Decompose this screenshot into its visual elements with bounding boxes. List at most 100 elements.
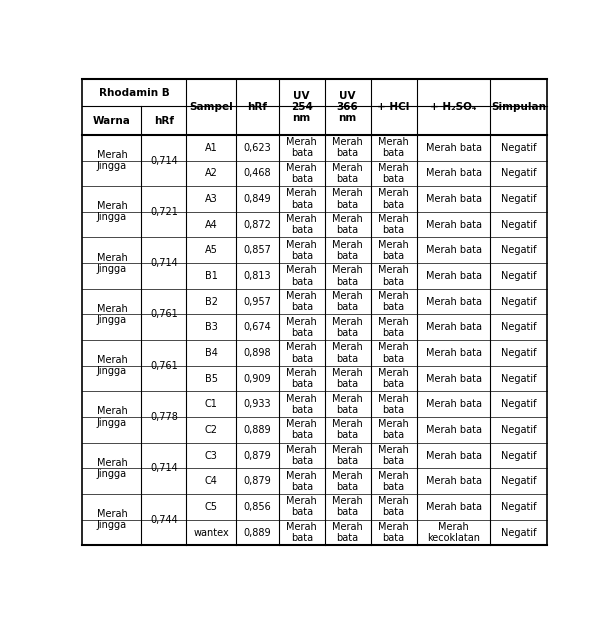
Text: Merah
bata: Merah bata <box>378 471 409 492</box>
Text: Merah bata: Merah bata <box>426 450 481 460</box>
Text: Merah
bata: Merah bata <box>286 239 317 261</box>
Text: Merah bata: Merah bata <box>426 399 481 409</box>
Text: 0,849: 0,849 <box>244 194 271 204</box>
Text: Merah bata: Merah bata <box>426 271 481 281</box>
Text: Negatif: Negatif <box>501 271 537 281</box>
Text: Negatif: Negatif <box>501 528 537 537</box>
Text: B4: B4 <box>205 348 218 358</box>
Text: Merah
bata: Merah bata <box>286 342 317 363</box>
Text: Negatif: Negatif <box>501 194 537 204</box>
Text: Merah
Jingga: Merah Jingga <box>96 355 127 376</box>
Text: Merah bata: Merah bata <box>426 168 481 178</box>
Text: Merah
Jingga: Merah Jingga <box>96 150 127 171</box>
Text: Merah
bata: Merah bata <box>286 420 317 441</box>
Text: Merah
bata: Merah bata <box>332 496 363 518</box>
Text: Merah
bata: Merah bata <box>286 368 317 389</box>
Text: 0,909: 0,909 <box>244 373 271 384</box>
Text: 0,872: 0,872 <box>244 220 271 230</box>
Text: Merah
bata: Merah bata <box>378 188 409 210</box>
Text: UV
254
nm: UV 254 nm <box>291 91 313 123</box>
Text: Merah
Jingga: Merah Jingga <box>96 458 127 479</box>
Text: 0,898: 0,898 <box>244 348 271 358</box>
Text: Merah
Jingga: Merah Jingga <box>96 304 127 325</box>
Text: Merah
Jingga: Merah Jingga <box>96 509 127 530</box>
Text: Merah
bata: Merah bata <box>378 163 409 184</box>
Text: Merah
bata: Merah bata <box>332 445 363 466</box>
Text: Negatif: Negatif <box>501 168 537 178</box>
Text: Merah
bata: Merah bata <box>378 239 409 261</box>
Text: 0,721: 0,721 <box>150 207 178 217</box>
Text: Negatif: Negatif <box>501 450 537 460</box>
Text: B1: B1 <box>205 271 218 281</box>
Text: wantex: wantex <box>193 528 229 537</box>
Text: Negatif: Negatif <box>501 476 537 486</box>
Text: Negatif: Negatif <box>501 425 537 435</box>
Text: 0,857: 0,857 <box>244 246 271 255</box>
Text: 0,714: 0,714 <box>150 155 177 165</box>
Text: hRf: hRf <box>247 102 268 112</box>
Text: Negatif: Negatif <box>501 502 537 512</box>
Text: Merah
bata: Merah bata <box>286 394 317 415</box>
Text: Negatif: Negatif <box>501 399 537 409</box>
Text: Negatif: Negatif <box>501 322 537 333</box>
Text: Merah
bata: Merah bata <box>378 496 409 518</box>
Text: Rhodamin B: Rhodamin B <box>99 88 170 97</box>
Text: Negatif: Negatif <box>501 373 537 384</box>
Text: Merah
bata: Merah bata <box>286 137 317 159</box>
Text: Merah
bata: Merah bata <box>378 522 409 543</box>
Text: Merah bata: Merah bata <box>426 425 481 435</box>
Text: 0,761: 0,761 <box>150 310 177 320</box>
Text: Merah
bata: Merah bata <box>332 188 363 210</box>
Text: Negatif: Negatif <box>501 246 537 255</box>
Text: Merah bata: Merah bata <box>426 502 481 512</box>
Text: 0,674: 0,674 <box>244 322 271 333</box>
Text: Merah bata: Merah bata <box>426 297 481 307</box>
Text: A5: A5 <box>205 246 218 255</box>
Text: + HCl: + HCl <box>378 102 410 112</box>
Text: A1: A1 <box>205 143 218 152</box>
Text: 0,744: 0,744 <box>150 515 177 524</box>
Text: Sampel: Sampel <box>190 102 233 112</box>
Text: 0,889: 0,889 <box>244 425 271 435</box>
Text: Merah bata: Merah bata <box>426 322 481 333</box>
Text: Merah
bata: Merah bata <box>286 317 317 338</box>
Text: Merah
bata: Merah bata <box>286 445 317 466</box>
Text: C4: C4 <box>205 476 218 486</box>
Text: Merah
bata: Merah bata <box>332 471 363 492</box>
Text: Merah
bata: Merah bata <box>378 214 409 235</box>
Text: Merah
bata: Merah bata <box>378 265 409 286</box>
Text: 0,714: 0,714 <box>150 463 177 473</box>
Text: Simpulan: Simpulan <box>491 102 546 112</box>
Text: C3: C3 <box>205 450 218 460</box>
Text: A2: A2 <box>205 168 218 178</box>
Text: 0,714: 0,714 <box>150 258 177 268</box>
Text: B3: B3 <box>205 322 218 333</box>
Text: Merah
bata: Merah bata <box>378 445 409 466</box>
Text: Merah
bata: Merah bata <box>286 496 317 518</box>
Text: 0,761: 0,761 <box>150 361 177 371</box>
Text: Merah
bata: Merah bata <box>378 420 409 441</box>
Text: Merah
bata: Merah bata <box>332 394 363 415</box>
Text: 0,933: 0,933 <box>244 399 271 409</box>
Text: Merah bata: Merah bata <box>426 220 481 230</box>
Text: Merah
bata: Merah bata <box>286 265 317 286</box>
Text: A4: A4 <box>205 220 218 230</box>
Text: Merah
bata: Merah bata <box>332 368 363 389</box>
Text: B5: B5 <box>205 373 218 384</box>
Text: 0,778: 0,778 <box>150 412 178 422</box>
Text: Merah
Jingga: Merah Jingga <box>96 252 127 274</box>
Text: 0,623: 0,623 <box>244 143 271 152</box>
Text: Merah
bata: Merah bata <box>332 239 363 261</box>
Text: Merah bata: Merah bata <box>426 476 481 486</box>
Text: UV
366
nm: UV 366 nm <box>336 91 359 123</box>
Text: C5: C5 <box>205 502 218 512</box>
Text: Merah
bata: Merah bata <box>332 420 363 441</box>
Text: Merah
bata: Merah bata <box>286 214 317 235</box>
Text: Merah
bata: Merah bata <box>286 291 317 312</box>
Text: Merah bata: Merah bata <box>426 194 481 204</box>
Text: 0,856: 0,856 <box>244 502 271 512</box>
Text: Merah bata: Merah bata <box>426 143 481 152</box>
Text: Negatif: Negatif <box>501 297 537 307</box>
Text: 0,879: 0,879 <box>244 450 271 460</box>
Text: A3: A3 <box>205 194 218 204</box>
